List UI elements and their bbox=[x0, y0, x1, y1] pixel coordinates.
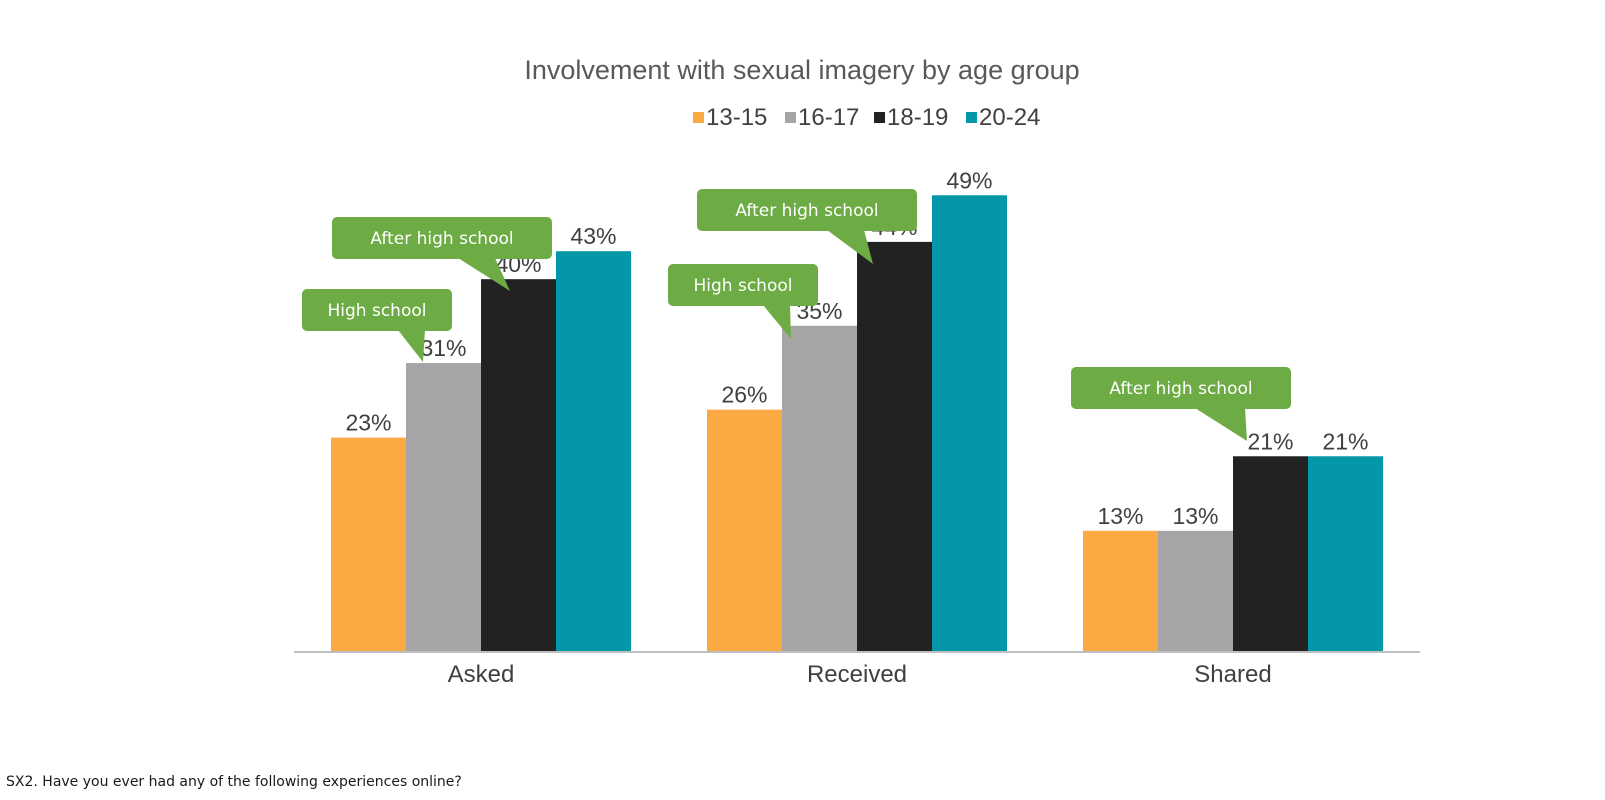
legend-swatch-13-15 bbox=[693, 112, 704, 123]
chart-title: Involvement with sexual imagery by age g… bbox=[524, 55, 1079, 85]
bar-received-16-17 bbox=[782, 325, 857, 652]
data-labels-group: 23%31%40%43%26%35%44%49%13%13%21%21% bbox=[345, 167, 1368, 529]
callout-box bbox=[668, 264, 818, 306]
footnote: SX2. Have you ever had any of the follow… bbox=[6, 774, 462, 790]
callout-text: After high school bbox=[735, 201, 878, 221]
callout-text: High school bbox=[328, 301, 427, 321]
legend-label-20-24: 20-24 bbox=[979, 104, 1040, 131]
data-label-shared-18-19: 21% bbox=[1247, 428, 1293, 454]
category-label-shared: Shared bbox=[1194, 661, 1271, 688]
bar-shared-16-17 bbox=[1158, 530, 1233, 652]
callout-pointer bbox=[1195, 408, 1247, 441]
callout-pointer bbox=[398, 330, 425, 362]
legend: 13-15 16-17 18-19 20-24 bbox=[693, 104, 1040, 131]
bar-shared-18-19 bbox=[1233, 456, 1308, 652]
data-label-shared-16-17: 13% bbox=[1172, 503, 1218, 529]
bar-asked-16-17 bbox=[406, 363, 481, 652]
callout-box bbox=[332, 217, 552, 259]
bar-asked-13-15 bbox=[331, 437, 406, 652]
bar-asked-18-19 bbox=[481, 279, 556, 652]
data-label-asked-16-17: 31% bbox=[420, 335, 466, 361]
callout-received-16-17: High school bbox=[668, 264, 818, 339]
data-label-asked-13-15: 23% bbox=[345, 410, 391, 436]
bar-asked-20-24 bbox=[556, 251, 631, 652]
legend-swatch-18-19 bbox=[874, 112, 885, 123]
callout-received-18-19: After high school bbox=[697, 189, 917, 264]
legend-swatch-20-24 bbox=[966, 112, 977, 123]
data-label-asked-20-24: 43% bbox=[570, 223, 616, 249]
bar-shared-20-24 bbox=[1308, 456, 1383, 652]
data-label-received-13-15: 26% bbox=[721, 382, 767, 408]
data-label-received-20-24: 49% bbox=[946, 167, 992, 193]
bar-received-18-19 bbox=[857, 241, 932, 653]
legend-label-13-15: 13-15 bbox=[706, 104, 767, 131]
callout-pointer bbox=[458, 258, 510, 291]
callout-box bbox=[1071, 367, 1291, 409]
category-label-asked: Asked bbox=[448, 661, 515, 688]
callout-box bbox=[697, 189, 917, 231]
legend-swatch-16-17 bbox=[785, 112, 796, 123]
bars-group bbox=[331, 195, 1383, 653]
bar-received-13-15 bbox=[707, 409, 782, 652]
callout-pointer bbox=[763, 305, 791, 339]
category-label-received: Received bbox=[807, 661, 907, 688]
callout-shared-18-19: After high school bbox=[1071, 367, 1291, 441]
data-label-shared-13-15: 13% bbox=[1097, 503, 1143, 529]
callouts-group: High school After high school High school A… bbox=[302, 189, 1291, 441]
callout-box bbox=[302, 289, 452, 331]
data-label-shared-20-24: 21% bbox=[1322, 428, 1368, 454]
callout-text: High school bbox=[694, 276, 793, 296]
callout-text: After high school bbox=[370, 229, 513, 249]
legend-label-18-19: 18-19 bbox=[887, 104, 948, 131]
callout-pointer bbox=[827, 230, 873, 264]
category-labels-group: Asked Received Shared bbox=[448, 661, 1272, 688]
callout-asked-16-17: High school bbox=[302, 289, 452, 362]
callout-text: After high school bbox=[1109, 379, 1252, 399]
legend-label-16-17: 16-17 bbox=[798, 104, 859, 131]
bar-shared-13-15 bbox=[1083, 530, 1158, 652]
bar-received-20-24 bbox=[932, 195, 1007, 652]
callout-asked-18-19: After high school bbox=[332, 217, 552, 291]
